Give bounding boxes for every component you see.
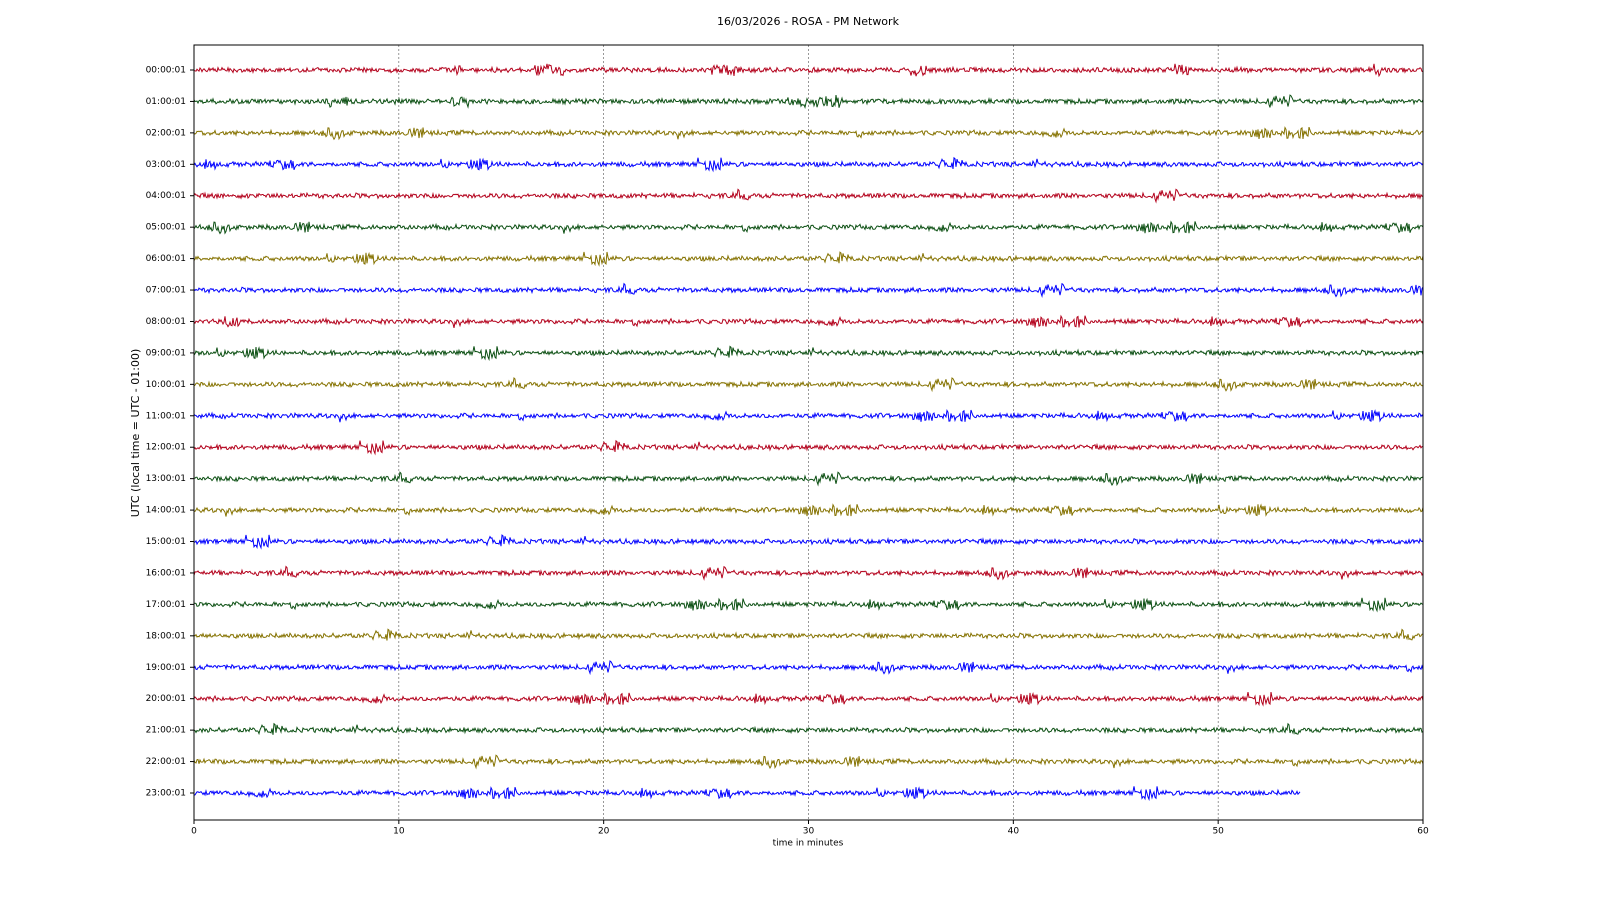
row-label: 23:00:01 bbox=[146, 789, 186, 799]
trace bbox=[193, 282, 1424, 298]
x-axis-label: time in minutes bbox=[773, 839, 844, 849]
trace bbox=[193, 251, 1424, 267]
row-label: 19:00:01 bbox=[146, 663, 186, 673]
row-label: 04:00:01 bbox=[146, 191, 186, 201]
row-label: 10:00:01 bbox=[146, 380, 186, 390]
trace bbox=[193, 126, 1424, 141]
row-label: 11:00:01 bbox=[146, 411, 186, 421]
trace bbox=[193, 156, 1424, 173]
trace bbox=[193, 503, 1424, 517]
x-tick-label: 40 bbox=[1008, 827, 1020, 837]
trace bbox=[193, 439, 1424, 456]
row-label: 05:00:01 bbox=[146, 223, 186, 233]
row-label: 14:00:01 bbox=[146, 506, 186, 516]
trace bbox=[193, 786, 1301, 802]
x-tick-label: 50 bbox=[1212, 827, 1224, 837]
row-label: 21:00:01 bbox=[146, 726, 186, 736]
chart-title: 16/03/2026 - ROSA - PM Network bbox=[717, 15, 900, 28]
row-label: 17:00:01 bbox=[146, 600, 186, 610]
trace bbox=[193, 345, 1424, 362]
trace bbox=[193, 565, 1424, 581]
trace bbox=[193, 628, 1424, 641]
row-label: 22:00:01 bbox=[146, 757, 186, 767]
trace bbox=[194, 597, 1424, 613]
trace bbox=[193, 408, 1424, 423]
trace bbox=[193, 63, 1424, 78]
plot-frame bbox=[193, 44, 1424, 821]
trace bbox=[193, 691, 1424, 707]
trace bbox=[193, 188, 1424, 204]
trace bbox=[193, 754, 1424, 770]
row-label: 09:00:01 bbox=[146, 348, 186, 358]
row-label: 12:00:01 bbox=[146, 443, 186, 453]
x-tick-label: 0 bbox=[191, 827, 197, 837]
trace bbox=[193, 722, 1424, 736]
row-label: 06:00:01 bbox=[146, 254, 186, 264]
row-label: 20:00:01 bbox=[146, 694, 186, 704]
row-label: 07:00:01 bbox=[146, 286, 186, 296]
trace bbox=[193, 220, 1424, 235]
y-axis-label: UTC (local time = UTC - 01:00) bbox=[129, 349, 142, 518]
row-label: 16:00:01 bbox=[146, 568, 186, 578]
x-tick-label: 20 bbox=[598, 827, 610, 837]
row-label: 00:00:01 bbox=[146, 66, 186, 76]
trace bbox=[193, 534, 1424, 550]
x-tick-label: 30 bbox=[803, 827, 815, 837]
trace bbox=[193, 314, 1424, 329]
trace bbox=[193, 94, 1424, 109]
x-tick-label: 10 bbox=[393, 827, 405, 837]
row-label: 18:00:01 bbox=[146, 631, 186, 641]
x-tick-label: 60 bbox=[1417, 827, 1429, 837]
row-label: 13:00:01 bbox=[146, 474, 186, 484]
row-label: 01:00:01 bbox=[146, 97, 186, 107]
row-label: 03:00:01 bbox=[146, 160, 186, 170]
trace bbox=[193, 376, 1423, 393]
row-label: 02:00:01 bbox=[146, 128, 186, 138]
row-label: 15:00:01 bbox=[146, 537, 186, 547]
trace bbox=[193, 471, 1424, 487]
row-label: 08:00:01 bbox=[146, 317, 186, 327]
trace bbox=[193, 660, 1424, 676]
